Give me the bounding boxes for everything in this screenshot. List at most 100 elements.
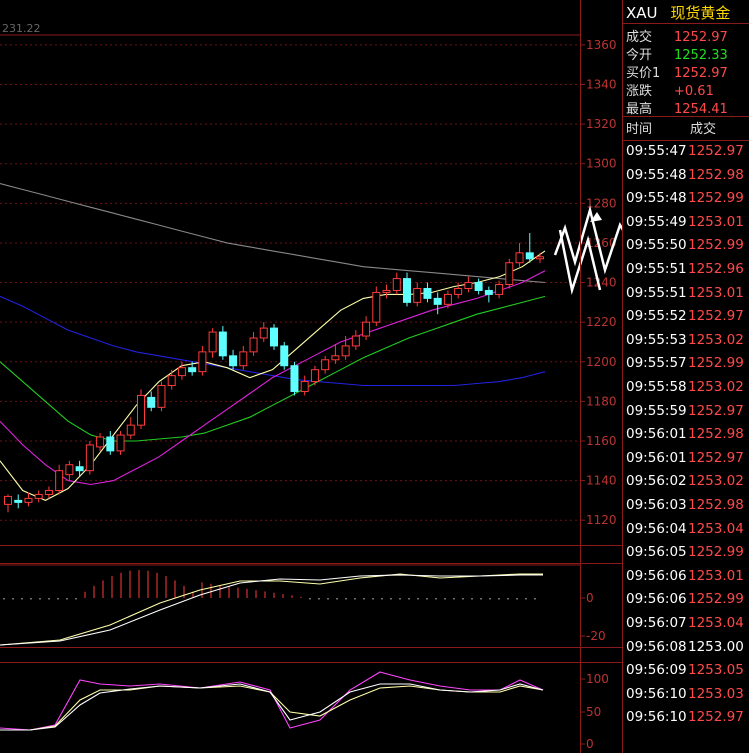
tick-row: 09:55:59 1252.97 xyxy=(626,403,746,426)
candle-body xyxy=(454,287,463,295)
candle-body xyxy=(75,466,84,472)
quote-row-high: 最高 1254.41 xyxy=(626,102,728,117)
candle-body xyxy=(85,444,94,472)
tick-time: 09:55:51 xyxy=(626,261,687,277)
tick-row: 09:55:51 1252.96 xyxy=(626,261,746,284)
candle-body xyxy=(106,436,115,452)
candle-body xyxy=(413,287,422,303)
candle-body xyxy=(126,424,135,436)
tick-time: 09:55:47 xyxy=(626,143,687,159)
y-tick-label: 1300 xyxy=(586,157,617,171)
candle-body xyxy=(495,284,504,295)
annotation-arrowhead xyxy=(590,212,602,222)
tick-time: 09:56:10 xyxy=(626,685,687,702)
tick-price: 1252.97 xyxy=(688,709,744,726)
tick-price: 1252.99 xyxy=(688,355,744,372)
candle-body xyxy=(515,252,524,264)
tick-price: 1253.04 xyxy=(688,520,744,537)
tick-row: 09:56:01 1252.97 xyxy=(626,450,746,473)
candle-body xyxy=(249,337,258,353)
tick-time: 09:55:57 xyxy=(626,355,687,372)
tick-price: 1252.97 xyxy=(688,402,744,419)
candle-body xyxy=(270,327,278,347)
candle-body xyxy=(280,345,289,367)
candle-body xyxy=(341,345,350,357)
chart-area[interactable]: 1360 1340 1320 1300 1280 1260 1240 1220 1200 1180… xyxy=(0,0,622,753)
tick-row: 09:55:48 1252.99 xyxy=(626,190,746,213)
candle-body xyxy=(167,375,176,387)
macd-tick-label: 0 xyxy=(586,591,594,605)
ma-line-gray xyxy=(0,182,546,284)
y-tick-label: 1340 xyxy=(586,78,617,92)
annotation-zigzag xyxy=(553,205,622,275)
tick-price: 1253.01 xyxy=(688,213,744,230)
candle-body xyxy=(300,381,309,392)
quote-divider xyxy=(622,23,749,24)
tick-price: 1252.99 xyxy=(688,190,744,207)
tick-time: 09:56:04 xyxy=(626,520,687,537)
tick-row: 09:55:48 1252.98 xyxy=(626,167,746,190)
candle-body xyxy=(177,367,186,377)
tick-price: 1252.96 xyxy=(688,261,744,277)
candle-body xyxy=(310,369,319,383)
candle-body xyxy=(44,489,53,495)
candle-body xyxy=(24,497,33,503)
tick-row: 09:56:10 1253.03 xyxy=(626,686,746,709)
ma-line-blue xyxy=(0,295,546,387)
kdj-j-line xyxy=(0,671,544,731)
y-tick-label: 1180 xyxy=(586,394,617,408)
tick-time: 09:56:08 xyxy=(626,638,687,655)
tick-row: 09:55:57 1252.99 xyxy=(626,355,746,378)
panel-divider xyxy=(0,545,622,546)
tick-row: 09:55:49 1253.01 xyxy=(626,214,746,237)
candle-body xyxy=(137,394,145,426)
tick-price: 1252.99 xyxy=(688,591,744,608)
instrument-name: 现货黄金 xyxy=(670,4,731,22)
tick-price: 1252.97 xyxy=(688,143,744,159)
candle-body xyxy=(362,321,371,337)
candle-body xyxy=(392,278,401,291)
quote-row-open: 今开 1252.33 xyxy=(626,48,728,63)
tick-price: 1252.99 xyxy=(688,544,744,561)
tick-row: 09:56:06 1253.01 xyxy=(626,568,746,591)
tick-row: 09:56:02 1253.02 xyxy=(626,473,746,496)
tick-row: 09:56:07 1253.04 xyxy=(626,615,746,638)
tick-price: 1253.01 xyxy=(688,567,744,584)
candle-body xyxy=(443,293,452,305)
tick-row: 09:56:04 1253.04 xyxy=(626,521,746,544)
tick-time: 09:56:07 xyxy=(626,615,687,631)
candle-body xyxy=(198,351,207,373)
y-tick-label: 1260 xyxy=(586,236,617,250)
tick-time: 09:55:48 xyxy=(626,190,687,207)
tick-time: 09:56:01 xyxy=(626,426,687,443)
y-tick-label: 1360 xyxy=(586,38,617,52)
y-tick-label: 1160 xyxy=(586,434,617,448)
tick-time: 09:56:03 xyxy=(626,497,687,513)
tick-row: 09:56:08 1253.00 xyxy=(626,639,746,662)
tick-price: 1252.98 xyxy=(688,497,744,513)
candle-body xyxy=(55,470,64,491)
tick-price: 1252.99 xyxy=(688,237,744,254)
tick-price: 1252.98 xyxy=(688,166,744,183)
tick-time: 09:56:09 xyxy=(626,662,687,679)
candle-body xyxy=(403,278,411,303)
tick-row: 09:55:53 1253.02 xyxy=(626,332,746,355)
tick-time: 09:56:06 xyxy=(626,567,687,584)
y-tick-label: 1120 xyxy=(586,513,617,527)
candle-body xyxy=(34,493,43,499)
quote-divider xyxy=(622,116,749,117)
tick-time: 09:55:49 xyxy=(626,213,687,230)
tick-time: 09:56:06 xyxy=(626,591,687,608)
symbol: XAU xyxy=(626,4,658,22)
candle-body xyxy=(505,262,514,286)
macd-tick-label: -20 xyxy=(586,629,606,643)
tick-time: 09:56:10 xyxy=(626,709,687,726)
tick-price: 1253.05 xyxy=(688,662,744,679)
quote-divider xyxy=(622,140,749,141)
tick-row: 09:55:52 1252.97 xyxy=(626,308,746,331)
tick-price: 1253.02 xyxy=(688,473,744,490)
tick-time: 09:56:05 xyxy=(626,544,687,561)
tick-price: 1253.00 xyxy=(688,638,744,655)
top-left-value: 231.22 xyxy=(2,22,41,35)
tick-row: 09:56:09 1253.05 xyxy=(626,662,746,685)
